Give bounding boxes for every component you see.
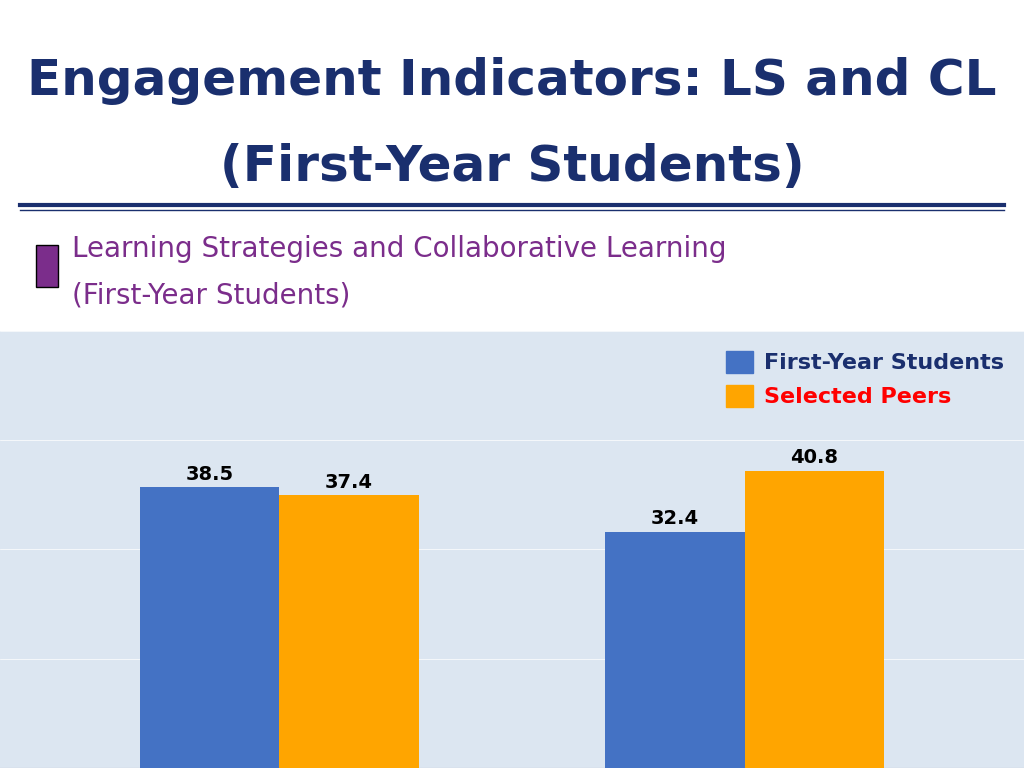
Text: (First-Year Students): (First-Year Students) (220, 143, 804, 190)
Bar (605, 531, 744, 768)
Text: 38.5: 38.5 (185, 465, 233, 484)
Bar (280, 495, 419, 768)
Text: 40.8: 40.8 (791, 448, 839, 467)
Bar (744, 471, 885, 768)
Legend: First-Year Students, Selected Peers: First-Year Students, Selected Peers (718, 342, 1013, 416)
Text: (First-Year Students): (First-Year Students) (72, 282, 350, 310)
Text: 32.4: 32.4 (651, 509, 699, 528)
FancyBboxPatch shape (36, 245, 58, 287)
Bar (139, 487, 280, 768)
Text: 37.4: 37.4 (325, 472, 373, 492)
Text: Engagement Indicators: LS and CL: Engagement Indicators: LS and CL (28, 58, 996, 105)
Text: Learning Strategies and Collaborative Learning: Learning Strategies and Collaborative Le… (72, 235, 726, 263)
